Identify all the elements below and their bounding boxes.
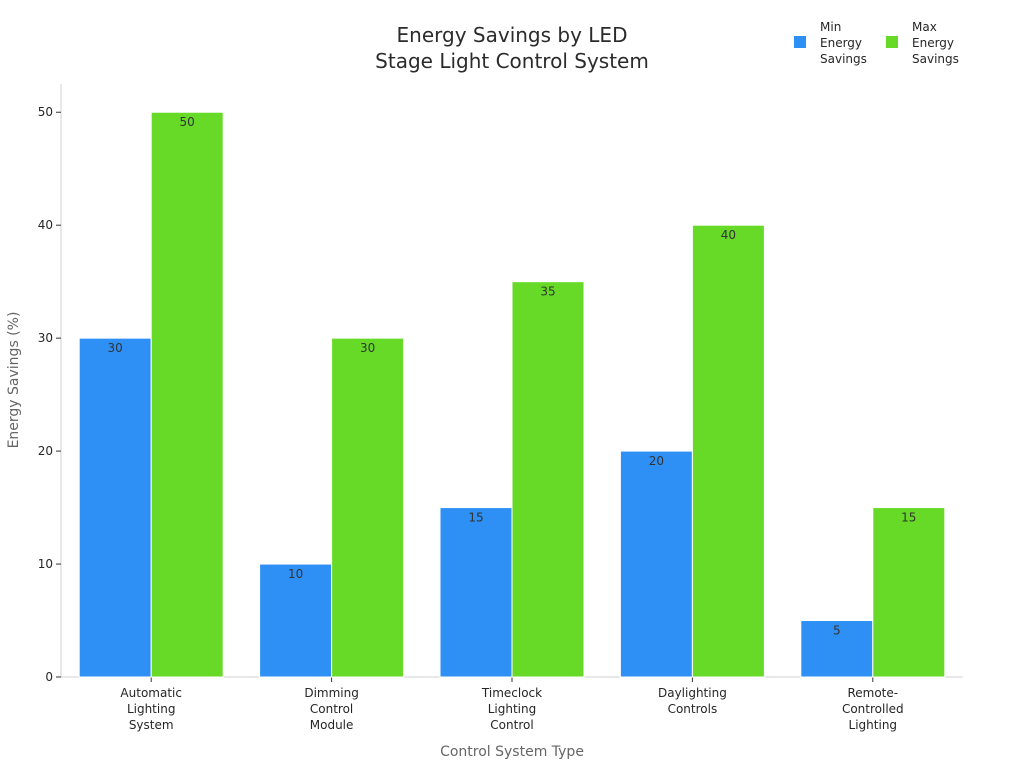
x-tick-label: System	[129, 718, 174, 732]
legend-label: Max	[912, 20, 937, 34]
bar-max-3	[691, 224, 765, 678]
bar-value-labels: 30 50 10 30 15 35 20 40 5 15	[108, 115, 917, 637]
x-tick-label: Automatic	[120, 686, 182, 700]
x-tick-label: Timeclock	[481, 686, 542, 700]
x-tick-label: Lighting	[849, 718, 898, 732]
legend-label: Savings	[912, 52, 959, 66]
y-tick-label: 0	[45, 670, 53, 684]
bar-value-label: 10	[288, 567, 303, 581]
bar-max-0	[150, 111, 224, 678]
legend-label: Energy	[912, 36, 954, 50]
bar-value-label: 35	[540, 285, 555, 299]
bar-max-4	[872, 507, 946, 678]
axes: 0 10 20 30 40 50 Automatic Lighting System Dimmin…	[38, 84, 963, 732]
bar-value-label: 40	[721, 228, 736, 242]
bar-min-4	[800, 620, 874, 678]
legend-swatch	[794, 36, 806, 48]
x-tick-label: Lighting	[488, 702, 537, 716]
y-tick-label: 40	[38, 218, 53, 232]
y-axis-title: Energy Savings (%)	[6, 312, 22, 449]
legend-label: Energy	[820, 36, 862, 50]
x-tick-label: Control	[490, 718, 533, 732]
x-tick-label: Control	[310, 702, 353, 716]
y-tick-label: 50	[38, 105, 53, 119]
legend-label: Min	[820, 20, 841, 34]
bar-value-label: 5	[833, 624, 841, 638]
x-axis-title: Control System Type	[440, 744, 584, 760]
bar-value-label: 15	[901, 511, 916, 525]
x-tick-label: Dimming	[304, 686, 359, 700]
bar-min-3	[619, 450, 693, 678]
bar-value-label: 15	[468, 511, 483, 525]
chart-title-line: Energy Savings by LED	[397, 23, 628, 47]
y-tick-label: 30	[38, 331, 53, 345]
legend-swatch	[886, 36, 898, 48]
x-tick-label: Daylighting	[658, 686, 727, 700]
chart-title-line: Stage Light Control System	[375, 49, 649, 73]
bar-value-label: 50	[180, 115, 195, 129]
bar-value-label: 30	[108, 341, 123, 355]
bar-min-0	[78, 337, 152, 678]
x-tick-label: Module	[310, 718, 354, 732]
bar-value-label: 30	[360, 341, 375, 355]
bar-min-1	[259, 563, 333, 678]
bar-max-2	[511, 281, 585, 678]
bar-max-1	[331, 337, 405, 678]
x-tick-label: Lighting	[127, 702, 176, 716]
y-tick-label: 20	[38, 444, 53, 458]
x-tick-label: Remote-	[847, 686, 898, 700]
x-tick-label: Controlled	[842, 702, 904, 716]
legend-label: Savings	[820, 52, 867, 66]
x-tick-label: Controls	[668, 702, 718, 716]
legend: Min Energy Savings Max Energy Savings	[794, 20, 959, 66]
bars	[78, 111, 946, 678]
bar-min-2	[439, 507, 513, 678]
y-tick-label: 10	[38, 557, 53, 571]
bar-value-label: 20	[649, 454, 664, 468]
